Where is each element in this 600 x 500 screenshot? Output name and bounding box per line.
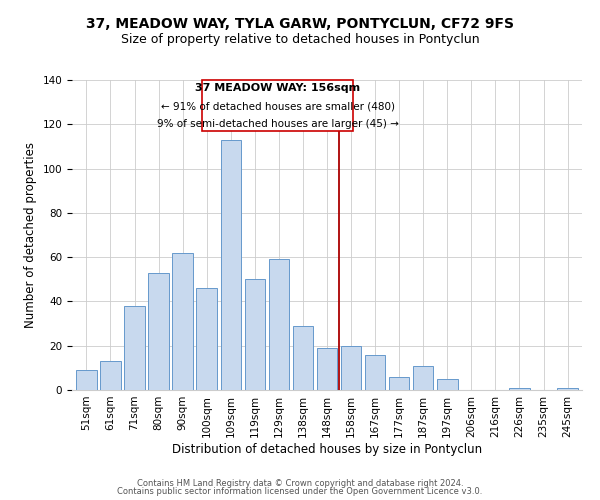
Bar [76,370,97,390]
Bar [269,260,289,390]
Bar [557,388,578,390]
Bar [389,376,409,390]
Text: Size of property relative to detached houses in Pontyclun: Size of property relative to detached ho… [121,32,479,46]
Bar [437,379,458,390]
Bar [293,326,313,390]
Text: Contains public sector information licensed under the Open Government Licence v3: Contains public sector information licen… [118,487,482,496]
Bar [148,272,169,390]
X-axis label: Distribution of detached houses by size in Pontyclun: Distribution of detached houses by size … [172,442,482,456]
Bar [341,346,361,390]
Text: 37, MEADOW WAY, TYLA GARW, PONTYCLUN, CF72 9FS: 37, MEADOW WAY, TYLA GARW, PONTYCLUN, CF… [86,18,514,32]
Bar [413,366,433,390]
Bar [124,306,145,390]
Bar [196,288,217,390]
Text: Contains HM Land Registry data © Crown copyright and database right 2024.: Contains HM Land Registry data © Crown c… [137,478,463,488]
Text: ← 91% of detached houses are smaller (480): ← 91% of detached houses are smaller (48… [161,101,395,111]
Bar [221,140,241,390]
Bar [509,388,530,390]
Bar [245,280,265,390]
Bar [365,354,385,390]
Y-axis label: Number of detached properties: Number of detached properties [24,142,37,328]
Bar [172,252,193,390]
Bar [317,348,337,390]
FancyBboxPatch shape [202,80,353,131]
Text: 37 MEADOW WAY: 156sqm: 37 MEADOW WAY: 156sqm [195,84,360,94]
Bar [100,361,121,390]
Text: 9% of semi-detached houses are larger (45) →: 9% of semi-detached houses are larger (4… [157,118,398,128]
